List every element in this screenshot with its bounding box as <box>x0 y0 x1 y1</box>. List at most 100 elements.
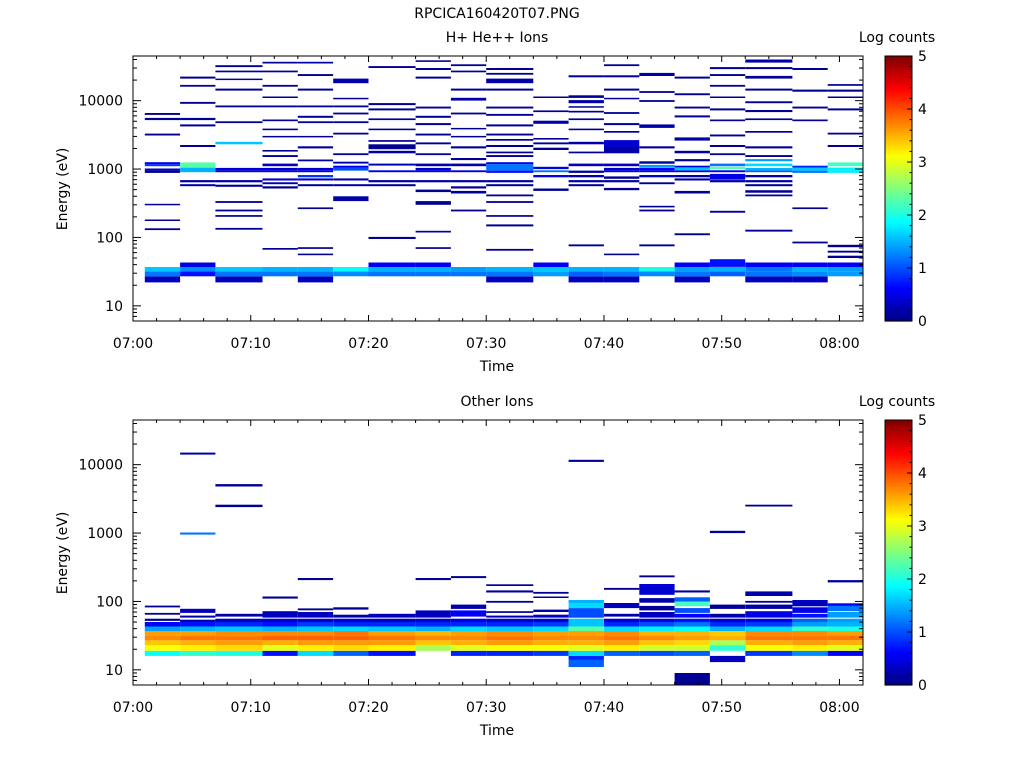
heatmap-cell <box>486 248 534 251</box>
heatmap-cell <box>215 626 263 631</box>
heatmap-cell <box>262 135 298 138</box>
colorbar-segment <box>885 111 912 115</box>
heatmap-cell <box>486 584 534 586</box>
colorbar-segment <box>885 457 912 461</box>
heatmap-cell <box>792 640 828 646</box>
colorbar-segment <box>885 521 912 525</box>
heatmap-cell <box>674 590 710 593</box>
heatmap-cell <box>368 618 416 623</box>
heatmap-cell <box>792 89 828 92</box>
colorbar-segment <box>885 252 912 256</box>
heatmap-cell <box>415 267 451 272</box>
colorbar-segment <box>885 486 912 490</box>
heatmap-cell <box>568 244 604 247</box>
colorbar-segment <box>885 188 912 192</box>
heatmap-cell <box>568 267 604 272</box>
heatmap-cell <box>533 166 569 170</box>
heatmap-cell <box>450 622 487 627</box>
heatmap-cell <box>450 158 487 161</box>
heatmap-cell <box>486 635 534 641</box>
heatmap-cell <box>297 276 334 283</box>
heatmap-cell <box>827 167 863 171</box>
heatmap-cell <box>533 267 569 272</box>
colorbar-segment <box>885 612 912 615</box>
y-axis: 10 100 1000 10000 <box>78 58 863 322</box>
heatmap-cell <box>745 190 793 193</box>
colorbar-segment <box>885 497 912 501</box>
heatmap-cell <box>639 164 675 168</box>
heatmap-cell <box>745 622 793 627</box>
heatmap-cell <box>827 262 863 267</box>
heatmap-cell <box>415 622 451 627</box>
heatmap-cell <box>827 244 863 248</box>
colorbar-segment <box>885 649 912 653</box>
colorbar-segment <box>885 287 912 291</box>
heatmap-cell <box>144 645 181 651</box>
colorbar-segment <box>885 477 912 481</box>
heatmap-cell <box>180 84 216 87</box>
heatmap-cell <box>709 180 746 183</box>
heatmap-cell <box>827 605 863 612</box>
heatmap-cell <box>262 271 298 277</box>
heatmap-cell <box>180 271 216 277</box>
colorbar-segment <box>885 662 912 666</box>
heatmap-cell <box>415 60 451 62</box>
colorbar-segment <box>885 503 912 507</box>
heatmap-cell <box>533 631 569 636</box>
heatmap-cell <box>745 604 793 609</box>
heatmap-cell <box>568 100 604 104</box>
heatmap-cell <box>180 650 216 656</box>
heatmap-cell <box>297 170 334 173</box>
heatmap-cell <box>144 612 181 615</box>
heatmap-cell <box>533 147 569 150</box>
heatmap-cell <box>297 88 334 91</box>
colorbar-segment <box>885 106 912 110</box>
heatmap-cell <box>180 452 216 455</box>
heatmap-cell <box>604 88 640 91</box>
heatmap-cell <box>297 167 334 171</box>
heatmap-cell <box>333 165 369 168</box>
heatmap-cell <box>674 167 710 171</box>
heatmap-cell <box>215 622 263 627</box>
colorbar-segment <box>885 177 912 181</box>
x-tick-label: 07:10 <box>231 700 271 716</box>
heatmap-cell <box>827 626 863 631</box>
heatmap-cell <box>639 635 675 641</box>
heatmap-cell <box>674 626 710 631</box>
heatmap-cell <box>262 622 298 627</box>
heatmap-cell <box>674 93 710 96</box>
colorbar-segment <box>885 424 912 428</box>
heatmap-cell <box>568 622 604 627</box>
heatmap-cell <box>262 119 298 122</box>
heatmap-cell <box>827 622 863 627</box>
heatmap-cell <box>333 618 369 623</box>
heatmap-cell <box>639 124 675 128</box>
colorbar-segment <box>885 567 912 571</box>
heatmap-cell <box>297 650 334 656</box>
heatmap-cell <box>415 635 451 641</box>
heatmap-cell <box>745 618 793 623</box>
heatmap-cell <box>745 110 793 113</box>
colorbar-segment <box>885 150 912 154</box>
heatmap-cell <box>415 626 451 631</box>
heatmap-cell <box>604 267 640 272</box>
colorbar-segment <box>885 669 912 673</box>
colorbar-segment <box>885 468 912 472</box>
colorbar-segment <box>885 665 912 668</box>
colorbar-segment <box>885 268 912 271</box>
colorbar-segment <box>885 93 912 97</box>
heatmap-cell <box>262 105 298 108</box>
heatmap-cell <box>333 607 369 610</box>
colorbar-segment <box>885 91 912 95</box>
heatmap-cell <box>297 61 334 64</box>
colorbar-segment <box>885 197 912 201</box>
heatmap-cell <box>486 106 534 109</box>
colorbar-label: Log counts <box>859 394 935 410</box>
heatmap-cell <box>486 615 534 618</box>
colorbar-segment <box>885 166 912 170</box>
heatmap-cell <box>180 145 216 147</box>
heatmap-cell <box>674 170 710 173</box>
heatmap-cell <box>368 170 416 173</box>
heatmap-cell <box>450 146 487 149</box>
colorbar-segment <box>885 89 912 92</box>
